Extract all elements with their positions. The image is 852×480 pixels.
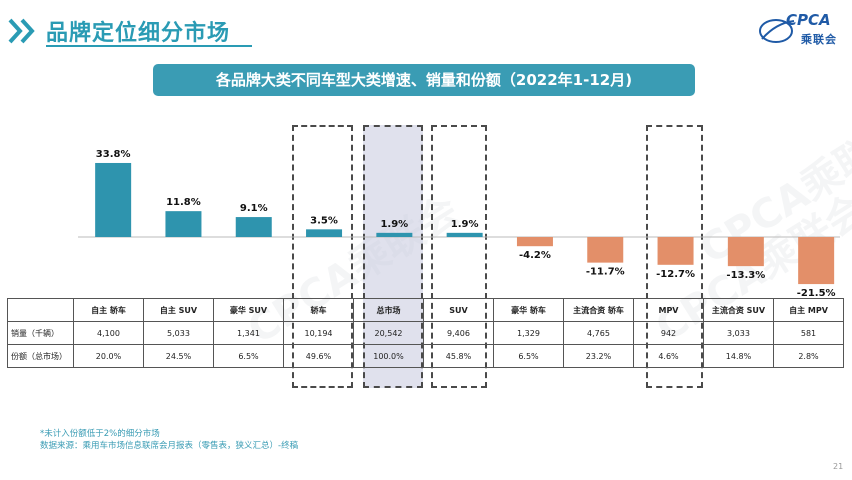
data-source: 数据来源：乘用车市场信息联席会月报表（零售表，狭义汇总）-终稿 — [40, 441, 299, 451]
column-header: 自主 轿车 — [73, 298, 144, 322]
column-header: 自主 SUV — [143, 298, 214, 322]
bar-value-label: 9.1% — [240, 203, 268, 214]
table-cell: 10,194 — [283, 321, 354, 345]
table-header-row: 自主 轿车 自主 SUV 豪华 SUV 轿车 总市场 SUV 豪华 轿车 主流合资 轿车 MPV… — [7, 298, 844, 322]
bar-value-label: 11.8% — [166, 197, 201, 208]
page-title: 品牌定位细分市场 — [46, 21, 231, 46]
column-header: SUV — [423, 298, 494, 322]
bar-7 — [587, 237, 624, 263]
column-header: 自主 MPV — [773, 298, 844, 322]
bar-9 — [727, 237, 764, 267]
bar-5 — [446, 232, 483, 237]
table-cell: 20.0% — [73, 344, 144, 368]
row-header: 份额（总市场） — [7, 344, 74, 368]
table-cell: 1,329 — [493, 321, 564, 345]
bar-value-label: -21.5% — [797, 288, 836, 299]
highlight-box-sedan — [292, 125, 353, 388]
table-row: 销量（千辆） 4,100 5,033 1,341 10,194 20,542 9,406 1,… — [7, 321, 844, 345]
column-header: MPV — [633, 298, 704, 322]
highlight-box-suv — [431, 125, 487, 388]
cpca-logo-icon — [759, 19, 795, 43]
table-cell: 9,406 — [423, 321, 494, 345]
table-cell: 24.5% — [143, 344, 214, 368]
bar-2 — [235, 217, 272, 237]
table-cell: 6.5% — [493, 344, 564, 368]
column-header: 豪华 轿车 — [493, 298, 564, 322]
table-row: 份额（总市场） 20.0% 24.5% 6.5% 49.6% 100.0% 45.8% 6.5… — [7, 344, 844, 368]
bar-10 — [798, 237, 835, 285]
bar-value-label: -13.3% — [726, 270, 765, 281]
table-cell: 6.5% — [213, 344, 284, 368]
page-number: 21 — [833, 462, 844, 471]
chart-banner: 各品牌大类不同车型大类增速、销量和份额（2022年1-12月) — [153, 64, 695, 96]
bar-3 — [306, 229, 343, 237]
column-header: 主流合资 轿车 — [563, 298, 634, 322]
bar-value-label: 1.9% — [451, 219, 479, 230]
footnote: *未计入份额低于2%的细分市场 — [40, 429, 160, 439]
table-cell: 49.6% — [283, 344, 354, 368]
title-underline — [46, 45, 252, 47]
data-table: 自主 轿车 自主 SUV 豪华 SUV 轿车 总市场 SUV 豪华 轿车 主流合资 轿车 MPV… — [7, 298, 844, 368]
table-cell: 2.8% — [773, 344, 844, 368]
logo-text: CPCA — [786, 11, 831, 29]
logo-subtitle: 乘联会 — [801, 33, 837, 46]
column-header: 轿车 — [283, 298, 354, 322]
table-cell: 581 — [773, 321, 844, 345]
table-cell: 4,765 — [563, 321, 634, 345]
table-cell: 100.0% — [353, 344, 424, 368]
row-header: 销量（千辆） — [7, 321, 74, 345]
highlight-box-mpv — [646, 125, 703, 388]
bar-value-label: -4.2% — [519, 250, 551, 261]
table-cell: 45.8% — [423, 344, 494, 368]
bar-0 — [95, 162, 132, 237]
bar-value-label: 1.9% — [380, 219, 408, 230]
bar-8 — [657, 237, 694, 265]
bar-4 — [376, 232, 413, 237]
table-corner-cell — [7, 298, 74, 322]
chevron-icon — [8, 18, 35, 44]
table-cell: 4,100 — [73, 321, 144, 345]
bar-1 — [165, 211, 202, 237]
table-cell: 14.8% — [703, 344, 774, 368]
column-header: 总市场 — [353, 298, 424, 322]
footer-notes: *未计入份额低于2%的细分市场 数据来源：乘用车市场信息联席会月报表（零售表，狭… — [40, 428, 298, 452]
table-cell: 942 — [633, 321, 704, 345]
table-cell: 4.6% — [633, 344, 704, 368]
table-cell: 3,033 — [703, 321, 774, 345]
bar-6 — [516, 237, 553, 247]
bar-value-label: 3.5% — [310, 215, 338, 226]
bar-value-label: -12.7% — [656, 269, 695, 280]
bar-value-label: 33.8% — [96, 149, 131, 160]
table-cell: 23.2% — [563, 344, 634, 368]
table-cell: 1,341 — [213, 321, 284, 345]
column-header: 主流合资 SUV — [703, 298, 774, 322]
bar-value-label: -11.7% — [586, 267, 625, 278]
column-header: 豪华 SUV — [213, 298, 284, 322]
table-cell: 20,542 — [353, 321, 424, 345]
table-cell: 5,033 — [143, 321, 214, 345]
